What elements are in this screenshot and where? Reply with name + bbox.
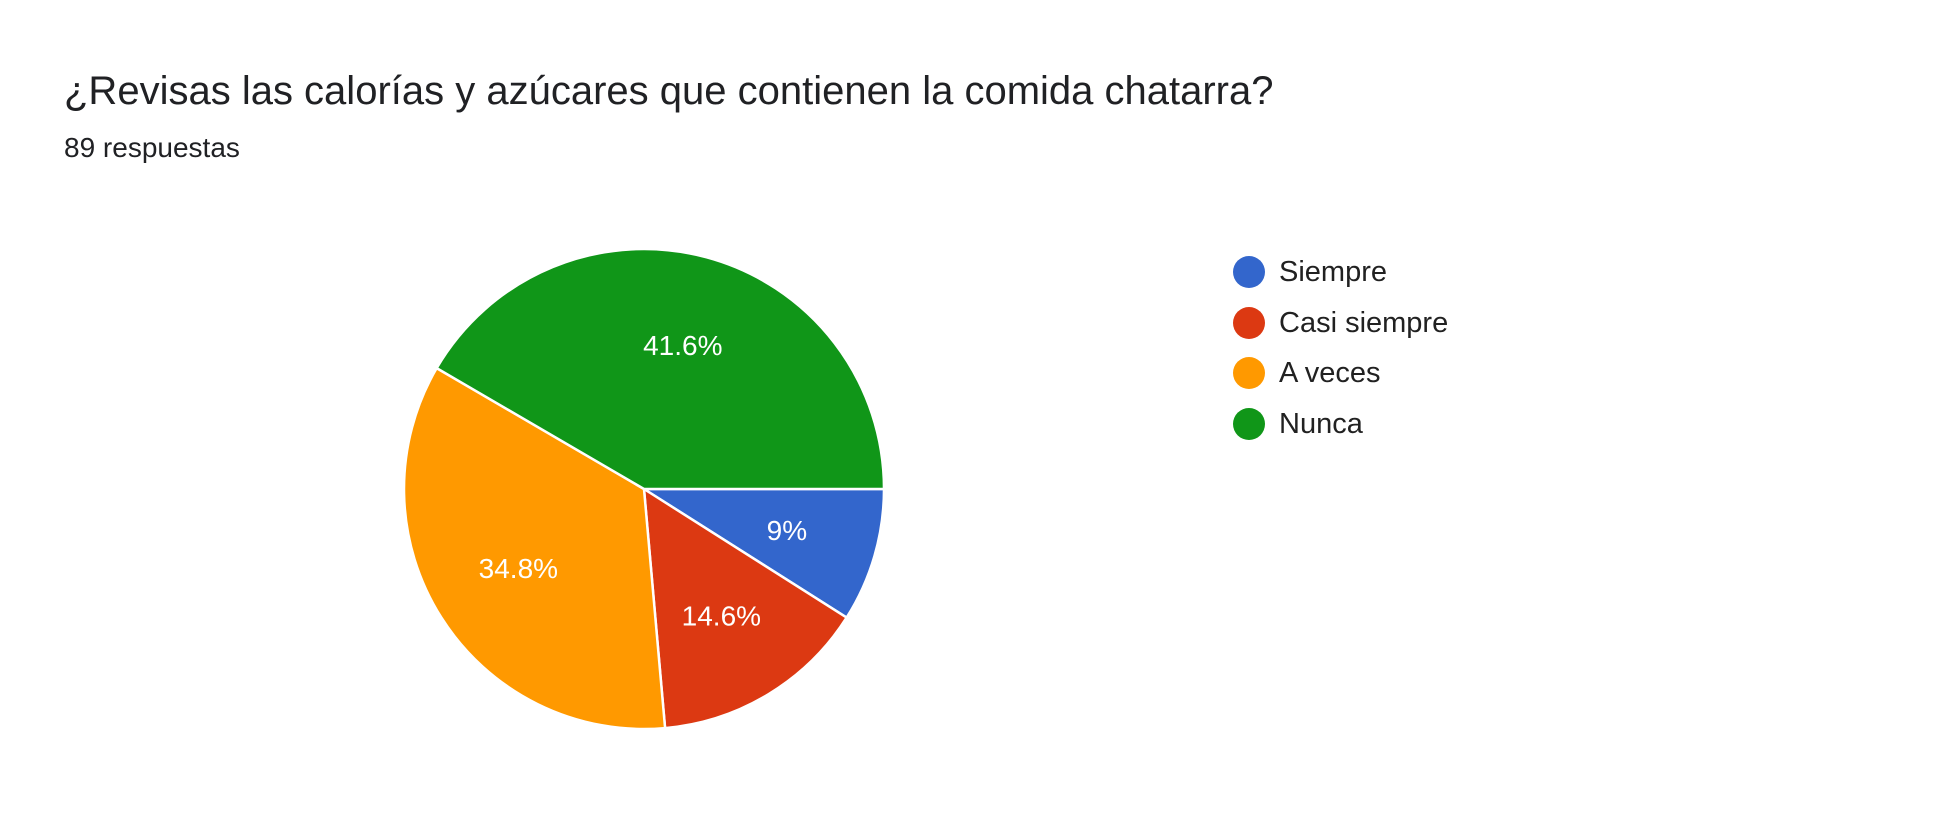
legend-item-casi-siempre: Casi siempre [1233,298,1448,349]
legend-swatch-a-veces [1233,357,1265,390]
slice-label-a-veces: 34.8% [479,553,558,584]
slice-label-nunca: 41.6% [643,330,722,361]
pie-slice-nunca [435,247,886,491]
legend-item-a-veces: A veces [1233,348,1448,399]
slice-label-siempre: 9% [767,515,807,546]
response-count: 89 respuestas [64,132,240,163]
legend-swatch-casi-siempre [1233,306,1265,339]
legend-item-nunca: Nunca [1233,399,1448,450]
legend-label: Casi siempre [1279,306,1449,339]
legend-label: A veces [1279,357,1381,390]
pie-slice-casi-siempre [642,487,848,730]
legend-swatch-nunca [1233,407,1265,440]
pie-slice-a-veces [402,366,667,731]
legend-label: Nunca [1279,407,1363,440]
chart-title: ¿Revisas las calorías y azúcares que con… [64,69,1274,113]
legend-item-siempre: Siempre [1233,247,1448,298]
chart-legend: Siempre Casi siempre A veces Nunca [1233,247,1448,449]
legend-swatch-siempre [1233,256,1265,289]
pie-slice-siempre [642,487,886,619]
legend-label: Siempre [1279,256,1387,289]
slice-label-casi-siempre: 14.6% [682,601,761,632]
